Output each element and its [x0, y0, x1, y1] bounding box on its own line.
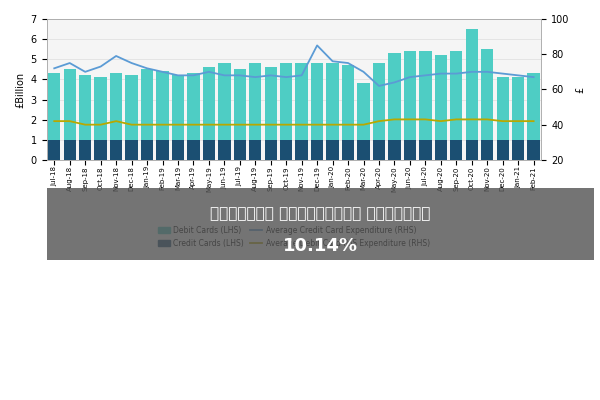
Bar — [249, 140, 262, 160]
Bar — [326, 140, 339, 160]
Text: 10.14%: 10.14% — [283, 236, 358, 254]
Bar — [110, 140, 122, 160]
Bar — [280, 140, 292, 160]
Bar — [187, 140, 200, 160]
Bar — [79, 140, 91, 160]
Bar — [466, 29, 478, 160]
Bar — [342, 65, 354, 160]
Bar — [172, 140, 184, 160]
Bar — [233, 69, 246, 160]
Bar — [249, 63, 262, 160]
Bar — [358, 140, 370, 160]
Bar — [141, 140, 153, 160]
Bar — [358, 84, 370, 160]
Bar — [419, 51, 431, 160]
Bar — [233, 140, 246, 160]
Bar — [450, 51, 463, 160]
Bar — [110, 73, 122, 160]
Bar — [265, 67, 277, 160]
Bar — [326, 63, 339, 160]
Bar — [512, 140, 524, 160]
Bar — [265, 140, 277, 160]
Bar — [295, 140, 308, 160]
Legend: Debit Cards (LHS), Credit Cards (LHS), Average Credit Card Expenditure (RHS), Av: Debit Cards (LHS), Credit Cards (LHS), A… — [155, 223, 433, 251]
Bar — [497, 140, 509, 160]
Bar — [295, 63, 308, 160]
Bar — [280, 63, 292, 160]
Bar — [125, 75, 138, 160]
Bar — [218, 140, 230, 160]
Bar — [187, 73, 200, 160]
Bar — [434, 140, 447, 160]
Bar — [450, 140, 463, 160]
Bar — [157, 71, 169, 160]
Bar — [48, 73, 61, 160]
Bar — [497, 77, 509, 160]
Bar — [94, 140, 107, 160]
Bar — [203, 67, 215, 160]
Bar — [141, 69, 153, 160]
Bar — [311, 63, 323, 160]
Bar — [311, 140, 323, 160]
Bar — [48, 140, 61, 160]
Bar — [419, 140, 431, 160]
Bar — [157, 140, 169, 160]
Bar — [79, 75, 91, 160]
Bar — [203, 140, 215, 160]
Bar — [388, 53, 401, 160]
Bar — [342, 140, 354, 160]
Bar — [373, 140, 385, 160]
Y-axis label: £Billion: £Billion — [15, 71, 25, 108]
Text: 杠杆在股多少錢 康乃德生物盘中异动 下午盘快速拉升: 杠杆在股多少錢 康乃德生物盘中异动 下午盘快速拉升 — [210, 206, 430, 221]
Bar — [94, 77, 107, 160]
Bar — [404, 51, 416, 160]
Bar — [125, 140, 138, 160]
Bar — [434, 55, 447, 160]
Bar — [466, 140, 478, 160]
Bar — [527, 140, 540, 160]
Bar — [172, 75, 184, 160]
Bar — [527, 73, 540, 160]
Bar — [404, 140, 416, 160]
Bar — [512, 77, 524, 160]
Bar — [481, 140, 493, 160]
Bar — [388, 140, 401, 160]
Bar — [64, 69, 76, 160]
Y-axis label: £: £ — [575, 86, 585, 92]
Bar — [481, 49, 493, 160]
Bar — [64, 140, 76, 160]
Bar — [218, 63, 230, 160]
Bar — [373, 63, 385, 160]
